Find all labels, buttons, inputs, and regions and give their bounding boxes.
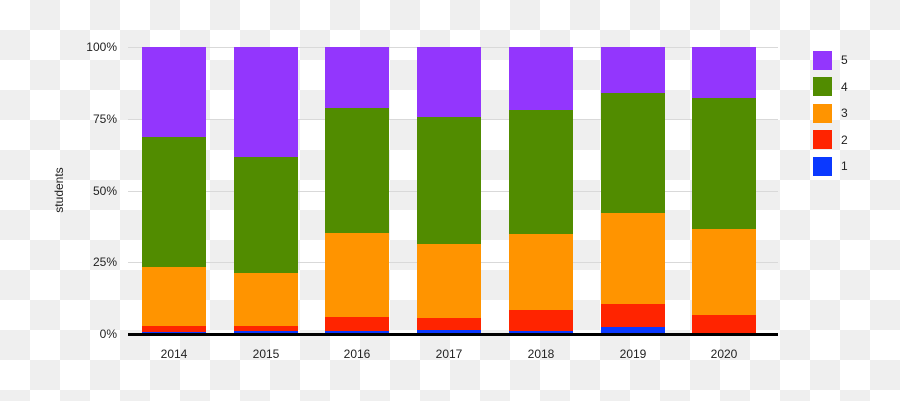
bar-segment-5[interactable] <box>692 47 756 99</box>
bar-2017[interactable] <box>417 47 481 334</box>
y-tick-label: 50% <box>92 183 117 198</box>
legend-label: 2 <box>841 132 848 147</box>
x-tick-label: 2020 <box>710 347 738 361</box>
legend: 5 4 3 2 1 <box>813 47 848 180</box>
bar-segment-1[interactable] <box>325 330 389 334</box>
bar-2014[interactable] <box>142 47 206 334</box>
bar-2020[interactable] <box>692 47 756 334</box>
legend-item-2[interactable]: 2 <box>813 127 848 154</box>
x-tick-label: 2016 <box>343 347 371 361</box>
bar-2016[interactable] <box>325 47 389 334</box>
legend-item-1[interactable]: 1 <box>813 153 848 180</box>
bar-segment-2[interactable] <box>692 314 756 334</box>
bar-segment-2[interactable] <box>417 318 481 330</box>
bar-segment-2[interactable] <box>325 317 389 331</box>
x-tick-label: 2019 <box>619 347 647 361</box>
legend-label: 3 <box>841 106 848 121</box>
bar-segment-2[interactable] <box>234 325 298 332</box>
bar-segment-4[interactable] <box>325 108 389 233</box>
bar-segment-3[interactable] <box>417 243 481 319</box>
bar-segment-5[interactable] <box>234 47 298 157</box>
bar-2018[interactable] <box>509 47 573 334</box>
bar-segment-2[interactable] <box>142 325 206 332</box>
bar-segment-1[interactable] <box>417 329 481 334</box>
legend-swatch <box>813 156 832 176</box>
y-axis-label: students <box>52 167 66 213</box>
bar-segment-4[interactable] <box>142 136 206 268</box>
y-tick-label: 25% <box>92 255 117 270</box>
bar-segment-5[interactable] <box>509 47 573 110</box>
bar-segment-1[interactable] <box>601 327 665 334</box>
legend-item-4[interactable]: 4 <box>813 74 848 101</box>
legend-label: 5 <box>841 53 848 68</box>
bar-segment-5[interactable] <box>417 47 481 118</box>
bar-segment-5[interactable] <box>601 47 665 94</box>
x-tick-label: 2014 <box>160 347 188 361</box>
bar-segment-5[interactable] <box>325 47 389 109</box>
bar-segment-3[interactable] <box>692 229 756 315</box>
bar-segment-1[interactable] <box>142 331 206 334</box>
legend-swatch <box>813 103 832 123</box>
y-tick-label: 75% <box>92 111 117 126</box>
bar-segment-4[interactable] <box>417 117 481 244</box>
bar-segment-3[interactable] <box>601 212 665 304</box>
bar-segment-1[interactable] <box>234 331 298 334</box>
y-tick-label: 0% <box>99 327 117 341</box>
bar-segment-3[interactable] <box>234 272 298 326</box>
bar-segment-4[interactable] <box>509 109 573 235</box>
bar-segment-1[interactable] <box>509 331 573 334</box>
bar-2015[interactable] <box>234 47 298 334</box>
bar-segment-3[interactable] <box>142 267 206 326</box>
x-tick-label: 2017 <box>435 347 463 361</box>
x-tick-label: 2018 <box>527 347 555 361</box>
legend-swatch <box>813 50 832 70</box>
x-axis-baseline <box>128 333 778 336</box>
bar-segment-4[interactable] <box>601 93 665 213</box>
legend-label: 1 <box>841 159 848 174</box>
bar-segment-5[interactable] <box>142 47 206 137</box>
legend-item-3[interactable]: 3 <box>813 100 848 127</box>
bar-segment-3[interactable] <box>325 232 389 318</box>
y-tick-label: 100% <box>86 40 117 54</box>
x-tick-label: 2015 <box>252 347 280 361</box>
bar-2019[interactable] <box>601 47 665 334</box>
bar-segment-2[interactable] <box>601 303 665 328</box>
legend-swatch <box>813 77 832 97</box>
legend-label: 4 <box>841 79 848 94</box>
plot-area <box>128 47 778 336</box>
bar-segment-4[interactable] <box>692 98 756 230</box>
bar-segment-2[interactable] <box>509 309 573 332</box>
legend-item-5[interactable]: 5 <box>813 47 848 74</box>
bar-segment-4[interactable] <box>234 156 298 273</box>
legend-swatch <box>813 130 832 150</box>
bar-segment-3[interactable] <box>509 234 573 310</box>
